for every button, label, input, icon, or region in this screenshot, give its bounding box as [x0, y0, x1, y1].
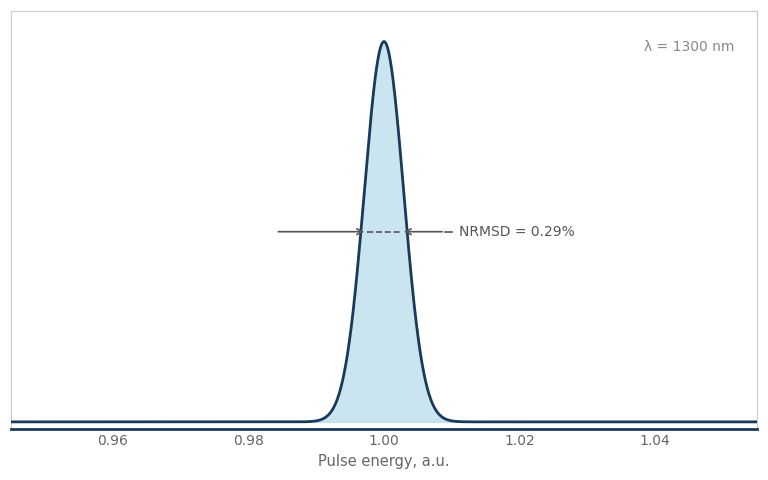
X-axis label: Pulse energy, a.u.: Pulse energy, a.u.	[318, 454, 450, 469]
Text: λ = 1300 nm: λ = 1300 nm	[644, 40, 734, 54]
Text: NRMSD = 0.29%: NRMSD = 0.29%	[458, 225, 574, 239]
